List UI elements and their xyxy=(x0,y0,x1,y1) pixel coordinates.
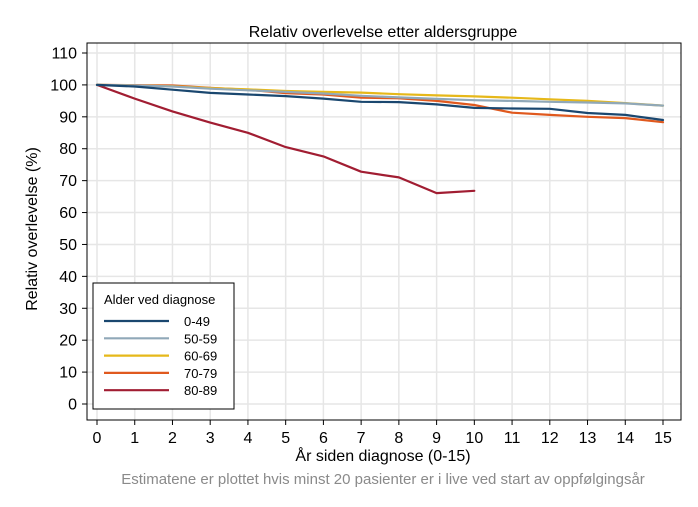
legend: Alder ved diagnose 0-49 50-59 60-69 70-79 80-… xyxy=(92,282,235,410)
y-tick-label: 0 xyxy=(68,397,77,414)
x-tick-label: 5 xyxy=(281,430,290,447)
chart-title: Relativ overlevelse etter aldersgruppe xyxy=(249,24,518,41)
x-tick-label: 1 xyxy=(130,430,139,447)
x-tick-label: 2 xyxy=(168,430,177,447)
y-tick-label: 10 xyxy=(59,365,77,382)
series-line-50-59 xyxy=(95,83,665,107)
y-tick-label: 80 xyxy=(59,141,77,158)
x-axis-label: År siden diagnose (0-15) xyxy=(295,446,470,465)
series-line-0-49 xyxy=(95,83,665,122)
x-tick-label: 14 xyxy=(616,430,634,447)
x-tick-label: 12 xyxy=(541,430,559,447)
legend-title: Alder ved diagnose xyxy=(104,292,215,307)
x-tick-label: 11 xyxy=(504,430,521,447)
x-tick-label: 7 xyxy=(357,430,366,447)
chart-note: Estimatene er plottet hvis minst 20 pasi… xyxy=(121,471,645,488)
x-tick-label: 10 xyxy=(465,430,483,447)
legend-box xyxy=(92,282,235,410)
y-tick-label: 50 xyxy=(59,237,77,254)
y-tick-label: 70 xyxy=(59,173,77,190)
x-tick-label: 9 xyxy=(432,430,441,447)
y-tick-label: 20 xyxy=(59,333,77,350)
series-line-80-89 xyxy=(95,83,476,195)
legend-label: 80-89 xyxy=(184,383,217,398)
y-tick-label: 40 xyxy=(59,269,77,286)
x-tick-label: 15 xyxy=(654,430,672,447)
x-tick-label: 6 xyxy=(319,430,328,447)
legend-label: 70-79 xyxy=(184,366,217,381)
x-tick-label: 13 xyxy=(579,430,597,447)
y-axis-label: Relativ overlevelse (%) xyxy=(24,147,41,311)
y-tick-label: 30 xyxy=(59,301,77,318)
y-tick-label: 60 xyxy=(59,205,77,222)
x-tick-label: 0 xyxy=(93,430,102,447)
x-tick-label: 8 xyxy=(394,430,403,447)
y-tick-label: 100 xyxy=(50,77,77,94)
y-tick-label: 90 xyxy=(59,109,77,126)
legend-label: 60-69 xyxy=(184,349,217,364)
x-tick-label: 4 xyxy=(243,430,252,447)
legend-label: 50-59 xyxy=(184,331,217,346)
legend-label: 0-49 xyxy=(184,314,210,329)
y-tick-label: 110 xyxy=(51,46,77,63)
x-tick-label: 3 xyxy=(206,430,215,447)
plot-frame xyxy=(86,42,682,421)
